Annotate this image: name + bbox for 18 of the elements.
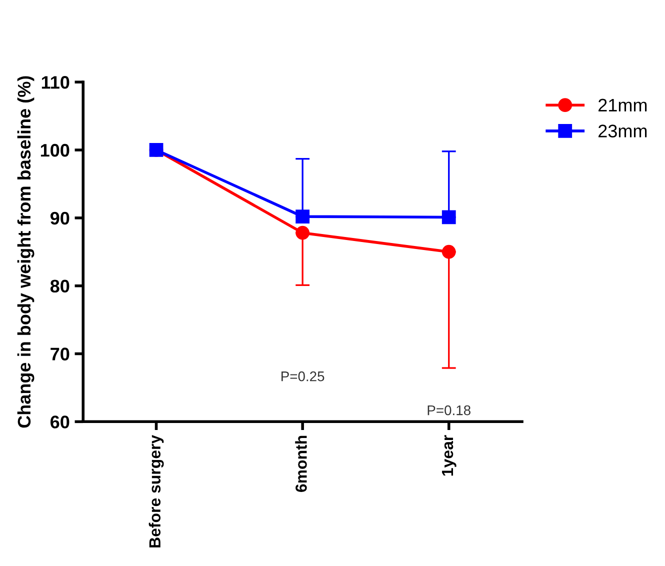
- y-tick-label: 70: [50, 348, 70, 360]
- legend-label: 23mm: [598, 124, 647, 138]
- annotation: P=0.25: [282, 371, 324, 382]
- y-tick-label: 90: [50, 212, 70, 225]
- x-tick-label: Before surgery: [148, 434, 164, 548]
- y-axis-title: Change in body weight from baseline (%): [17, 76, 34, 428]
- point: [442, 244, 456, 259]
- y-tick-label: 100: [40, 144, 70, 157]
- point: [296, 226, 310, 240]
- y-tick-label: 110: [42, 76, 70, 89]
- point: [296, 210, 310, 224]
- x-tick-label: 6month: [295, 436, 307, 492]
- x-tick-label: 1year: [442, 435, 456, 476]
- y-tick-label: 80: [50, 280, 70, 293]
- point: [442, 210, 456, 224]
- annotation: P=0.18: [428, 405, 470, 416]
- y-tick-label: 60: [50, 416, 70, 428]
- legend-label: 21mm: [598, 98, 647, 112]
